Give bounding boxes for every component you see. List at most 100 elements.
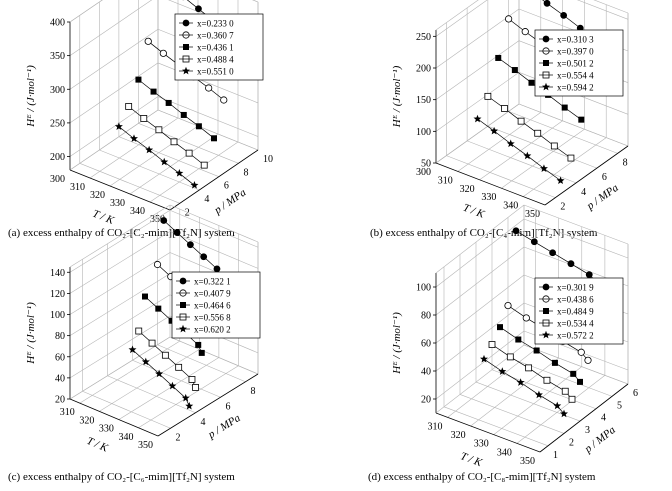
series-line [138,330,196,388]
series-line [118,126,195,186]
t-tick-label: 320 [79,415,94,426]
z-tick-label: 100 [416,127,431,138]
frame-edge [69,0,103,23]
data-point [495,54,502,61]
data-point [168,317,175,324]
frame-edge [69,336,171,400]
legend-entry: x=0.594 2 [557,83,594,93]
t-tick-label: 310 [60,407,75,418]
floor-grid-line [443,406,549,447]
floor-grid-line [501,128,585,189]
data-point [211,135,217,142]
p-tick-label: 2 [560,202,565,213]
data-point [161,351,169,359]
data-point [159,49,167,57]
data-point [584,356,592,364]
grid-line-z [69,210,171,273]
series-line [128,106,205,166]
data-point [488,341,496,348]
frame-edge [593,0,629,14]
grid-line-z [435,302,525,372]
data-point [551,359,558,366]
legend-entry: x=0.233 0 [197,19,234,29]
floor-grid-line [493,366,582,435]
grid-line-z [435,246,525,316]
t-tick-label: 350 [138,440,153,451]
t-tick-label: 300 [50,174,65,185]
data-point [516,378,525,386]
p-axis-line [157,373,259,437]
legend-entry: x=0.556 8 [194,313,231,323]
data-point [195,123,202,130]
floor-grid-line [157,344,246,383]
legend-entry: x=0.572 2 [557,331,594,341]
data-point [195,5,202,13]
data-point [523,151,532,160]
data-point [185,149,193,157]
data-point [180,111,187,118]
t-tick-label: 350 [520,456,535,467]
chart-caption: (a) excess enthalpy of CO₂-[C₂-mim][Tf₂N… [8,227,235,239]
data-point [553,401,562,410]
grid-line-z [69,252,171,315]
series-3 [497,324,583,385]
legend-entry: x=0.551 0 [197,67,234,77]
data-point [473,114,482,123]
data-point [148,339,156,347]
p-tick-label: 4 [201,417,206,428]
z-tick-label: 300 [50,85,65,96]
legend-entry: x=0.501 2 [557,59,594,69]
data-point [170,138,178,146]
t-tick-label: 330 [110,198,125,209]
data-point [567,154,575,162]
grid-line-z [69,62,159,124]
legend-entry: x=0.438 6 [557,295,594,305]
t-tick-label: 310 [438,175,453,186]
z-axis-label: Hᴱ / (J·mol⁻¹) [391,312,403,375]
series-line [138,79,215,139]
frame-edge [435,103,520,164]
series-line [132,349,190,407]
grid-line-z [435,330,525,400]
data-point [200,253,208,261]
data-point [192,384,199,391]
floor-grid-line [79,163,180,204]
data-point [504,301,512,310]
series-4 [125,103,208,169]
z-tick-label: 200 [416,64,431,75]
floor-grid-line [99,349,200,412]
z-tick-label: 100 [416,283,431,294]
data-point [125,103,133,110]
t-axis-line [69,169,171,211]
data-point [135,76,142,83]
data-point [505,15,513,23]
p-tick-label: 8 [243,167,248,178]
floor-grid-line [79,340,180,404]
chart-panel-c: 20 40 60 80 100 120 140 310 320 330 340 350 2 4 6 8 Hᴱ /… [8,204,261,483]
grid-line-z [435,274,525,344]
floor-grid-line [516,375,606,444]
data-point [543,0,551,7]
p-tick-label: 2 [176,432,181,443]
data-point [135,327,143,335]
data-point [185,401,194,410]
data-point [220,96,228,104]
data-point [561,104,568,111]
legend-marker [179,324,187,333]
data-point [128,345,137,354]
z-tick-label: 20 [421,395,431,406]
legend-entry: x=0.360 7 [197,31,234,41]
t-tick-label: 320 [451,430,466,441]
t-tick-label: 310 [428,421,443,432]
p-tick-label: 6 [226,401,231,412]
data-point [165,99,172,106]
data-point [141,357,150,366]
floor-grid-line [459,394,565,434]
grid-line-z [69,294,171,358]
p-axis-label: p / MPa [205,412,243,442]
p-axis-line [544,145,629,206]
floor-grid-line [446,155,556,198]
z-tick-label: 400 [50,18,65,29]
